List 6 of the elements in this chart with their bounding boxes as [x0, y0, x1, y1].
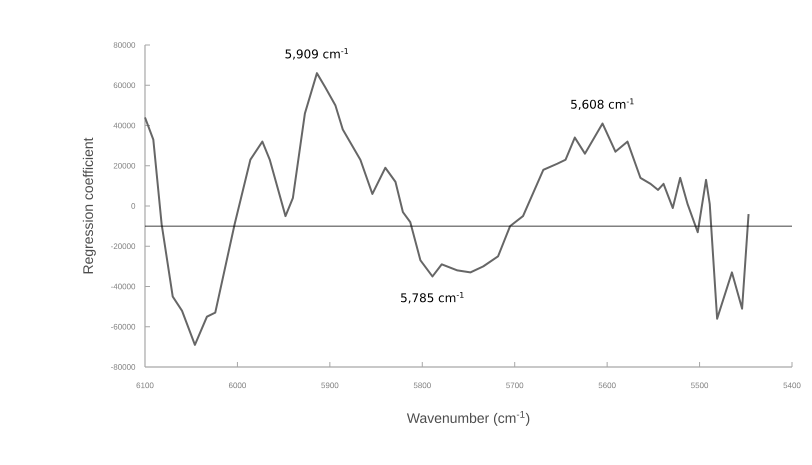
y-axis-title: Regression coefficient: [82, 138, 96, 274]
x-axis-title: Wavenumber (cm$^{-1}$): [406, 411, 530, 426]
annotation: 5,785 cm$^{-1}$: [401, 292, 464, 304]
annotation: 5,608 cm$^{-1}$: [571, 98, 634, 110]
annotation: 5,909 cm$^{-1}$: [285, 48, 348, 60]
line-series: [144, 72, 750, 346]
